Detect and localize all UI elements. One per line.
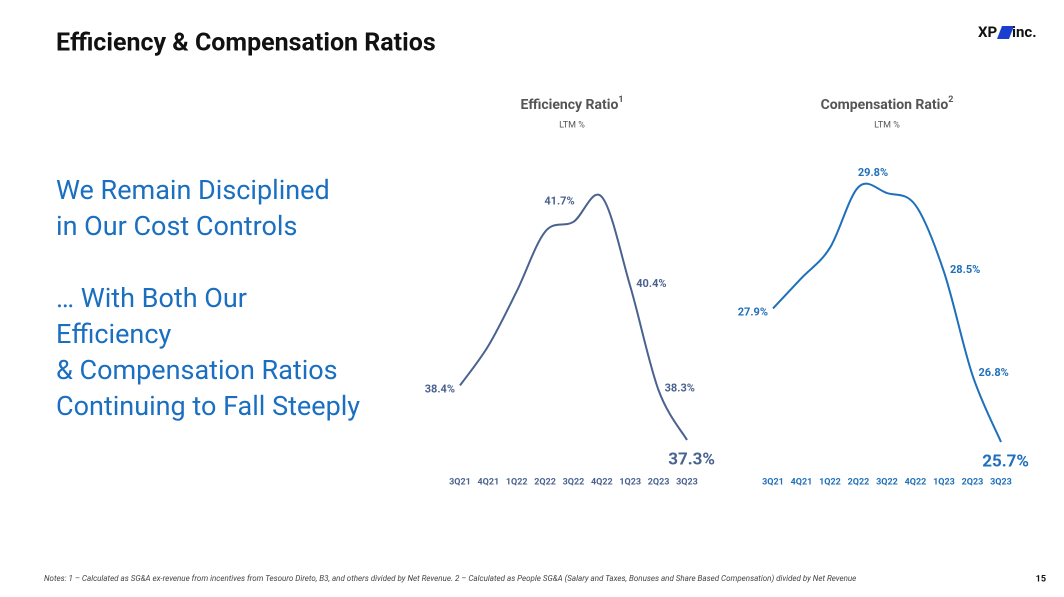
logo-xp: XP — [978, 23, 998, 41]
slide-title: Efficiency & Compensation Ratios — [56, 29, 436, 58]
x-tick-label: 3Q22 — [563, 477, 585, 487]
chart-subtitle: LTM % — [874, 120, 900, 130]
logo-inc: inc. — [1012, 23, 1037, 41]
x-tick-label: 4Q21 — [791, 477, 813, 487]
data-label: 25.7% — [982, 451, 1029, 471]
data-label: 40.4% — [636, 277, 666, 290]
x-tick-label: 1Q22 — [819, 477, 841, 487]
message-line: We Remain Disciplined — [56, 174, 330, 206]
data-label: 27.9% — [738, 305, 768, 318]
x-tick-label: 2Q23 — [648, 477, 670, 487]
x-tick-label: 4Q22 — [905, 477, 927, 487]
data-label: 38.3% — [665, 381, 695, 394]
chart-subtitle: LTM % — [559, 120, 585, 130]
message-line: Continuing to Fall Steeply — [56, 390, 360, 422]
chart-title-note: 2 — [948, 95, 953, 105]
logo-mark — [997, 26, 1014, 39]
x-tick-label: 3Q23 — [676, 477, 698, 487]
message-line: Efficiency — [56, 318, 171, 350]
page-number: 15 — [1036, 574, 1046, 584]
x-tick-label: 2Q22 — [534, 477, 556, 487]
message-line: … With Both Our — [56, 282, 247, 314]
data-label: 28.5% — [950, 263, 980, 276]
x-tick-label: 3Q21 — [762, 477, 784, 487]
data-label: 41.7% — [544, 195, 574, 208]
x-tick-label: 3Q21 — [449, 477, 471, 487]
x-tick-label: 4Q22 — [591, 477, 613, 487]
x-tick-label: 2Q23 — [962, 477, 984, 487]
message-line: in Our Cost Controls — [56, 210, 297, 242]
data-label: 38.4% — [425, 382, 455, 395]
data-label: 26.8% — [979, 366, 1009, 379]
data-label: 29.8% — [858, 166, 888, 179]
data-label: 37.3% — [668, 449, 715, 469]
x-tick-label: 1Q23 — [619, 477, 641, 487]
x-tick-label: 1Q23 — [933, 477, 955, 487]
x-tick-label: 3Q22 — [876, 477, 898, 487]
line — [772, 182, 1002, 443]
x-tick-label: 3Q23 — [990, 477, 1012, 487]
x-tick-label: 2Q22 — [848, 477, 870, 487]
chart-title-text: Compensation Ratio — [821, 97, 949, 113]
footnote: Notes: 1 – Calculated as SG&A ex-revenue… — [44, 574, 856, 583]
x-tick-label: 4Q21 — [478, 477, 500, 487]
message: We Remain Disciplined in Our Cost Contro… — [56, 174, 360, 422]
chart-title-text: Efficiency Ratio — [520, 97, 618, 113]
message-line: & Compensation Ratios — [56, 354, 338, 386]
line — [459, 193, 688, 441]
chart-title-note: 1 — [618, 95, 623, 105]
chart-title: Compensation Ratio2 — [821, 95, 954, 112]
chart-title: Efficiency Ratio1 — [520, 95, 623, 112]
x-tick-label: 1Q22 — [506, 477, 528, 487]
